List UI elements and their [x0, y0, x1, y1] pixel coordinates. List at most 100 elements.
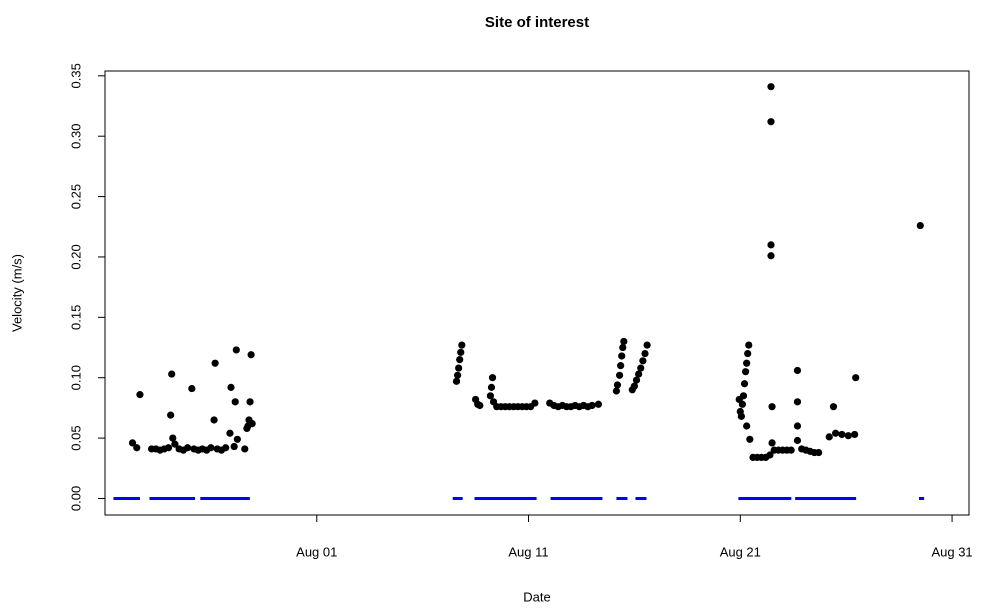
data-point [619, 343, 627, 352]
y-tick-label: 0.20 [68, 244, 83, 269]
data-point [226, 429, 234, 437]
data-point [133, 444, 141, 452]
data-point [615, 371, 624, 379]
data-point [171, 440, 179, 448]
data-point [838, 430, 846, 439]
data-point [793, 436, 802, 445]
data-point [188, 384, 196, 393]
data-point [643, 341, 651, 349]
data-point [128, 439, 137, 447]
data-point [851, 430, 859, 439]
data-point [767, 118, 775, 126]
data-point [767, 252, 775, 260]
data-point [618, 352, 626, 360]
data-point [453, 371, 462, 379]
x-tick-label: Aug 01 [296, 544, 337, 559]
y-tick-label: 0.35 [68, 63, 83, 88]
data-point [487, 383, 496, 391]
data-point [456, 355, 464, 364]
data-point [455, 364, 463, 372]
x-tick-label: Aug 11 [508, 544, 548, 559]
data-point [793, 366, 802, 375]
data-point [739, 392, 748, 400]
data-point [222, 444, 230, 452]
data-point [740, 380, 749, 388]
data-point [741, 368, 750, 376]
y-tick-label: 0.15 [68, 305, 83, 330]
data-point [231, 398, 239, 406]
data-point [167, 411, 175, 419]
data-point [639, 357, 647, 365]
data-point [227, 383, 235, 391]
data-point [617, 362, 625, 370]
data-point [233, 435, 241, 443]
data-point [248, 419, 256, 428]
data-point [787, 446, 795, 454]
data-point [743, 359, 751, 367]
data-point [247, 351, 255, 359]
data-point [630, 382, 639, 390]
data-point [767, 241, 775, 249]
data-point [744, 349, 752, 358]
plot-frame [104, 70, 970, 516]
data-point [768, 439, 776, 447]
data-point [916, 221, 924, 230]
data-point [136, 391, 144, 399]
data-point [793, 398, 802, 406]
y-tick-label: 0.10 [68, 365, 83, 390]
data-point [168, 370, 176, 378]
data-point [613, 381, 622, 389]
y-tick-label: 0.05 [68, 425, 83, 450]
data-point [169, 434, 177, 442]
data-point [476, 401, 484, 410]
data-point [825, 433, 833, 441]
data-point [766, 451, 774, 459]
data-point [457, 348, 465, 356]
data-point [746, 435, 754, 443]
data-point [793, 422, 802, 430]
data-point [767, 83, 775, 91]
data-point [210, 416, 218, 424]
data-point [815, 448, 823, 457]
data-point [488, 374, 497, 382]
data-point [594, 400, 603, 408]
data-point [531, 399, 539, 407]
x-tick-label: Aug 31 [931, 544, 972, 559]
chart-title: Site of interest [485, 14, 589, 31]
data-point [738, 400, 747, 408]
data-point [768, 403, 776, 411]
data-point [852, 374, 860, 382]
data-point [641, 349, 649, 358]
data-point [230, 442, 238, 451]
data-point [241, 445, 249, 453]
y-tick-label: 0.30 [68, 124, 83, 149]
data-point [211, 359, 219, 367]
data-point [183, 444, 192, 452]
data-point [458, 341, 466, 349]
data-point [632, 376, 641, 384]
data-point [588, 401, 596, 410]
data-point [620, 337, 628, 346]
data-point [207, 444, 215, 452]
data-point [637, 364, 645, 372]
y-axis-label: Velocity (m/s) [9, 254, 24, 332]
data-point [743, 422, 751, 430]
data-point [737, 412, 745, 420]
data-point [745, 341, 753, 349]
data-point [486, 392, 495, 400]
data-point [829, 403, 838, 411]
data-point [164, 444, 173, 452]
y-tick-label: 0.00 [68, 486, 83, 511]
data-point [831, 429, 840, 437]
x-axis-label: Date [523, 589, 550, 604]
data-point [612, 387, 621, 395]
data-point [232, 346, 240, 354]
data-point [635, 370, 643, 378]
data-point [452, 377, 461, 385]
data-point [844, 432, 852, 440]
y-tick-label: 0.25 [68, 184, 83, 209]
x-tick-label: Aug 21 [720, 544, 761, 559]
data-point [246, 398, 254, 406]
